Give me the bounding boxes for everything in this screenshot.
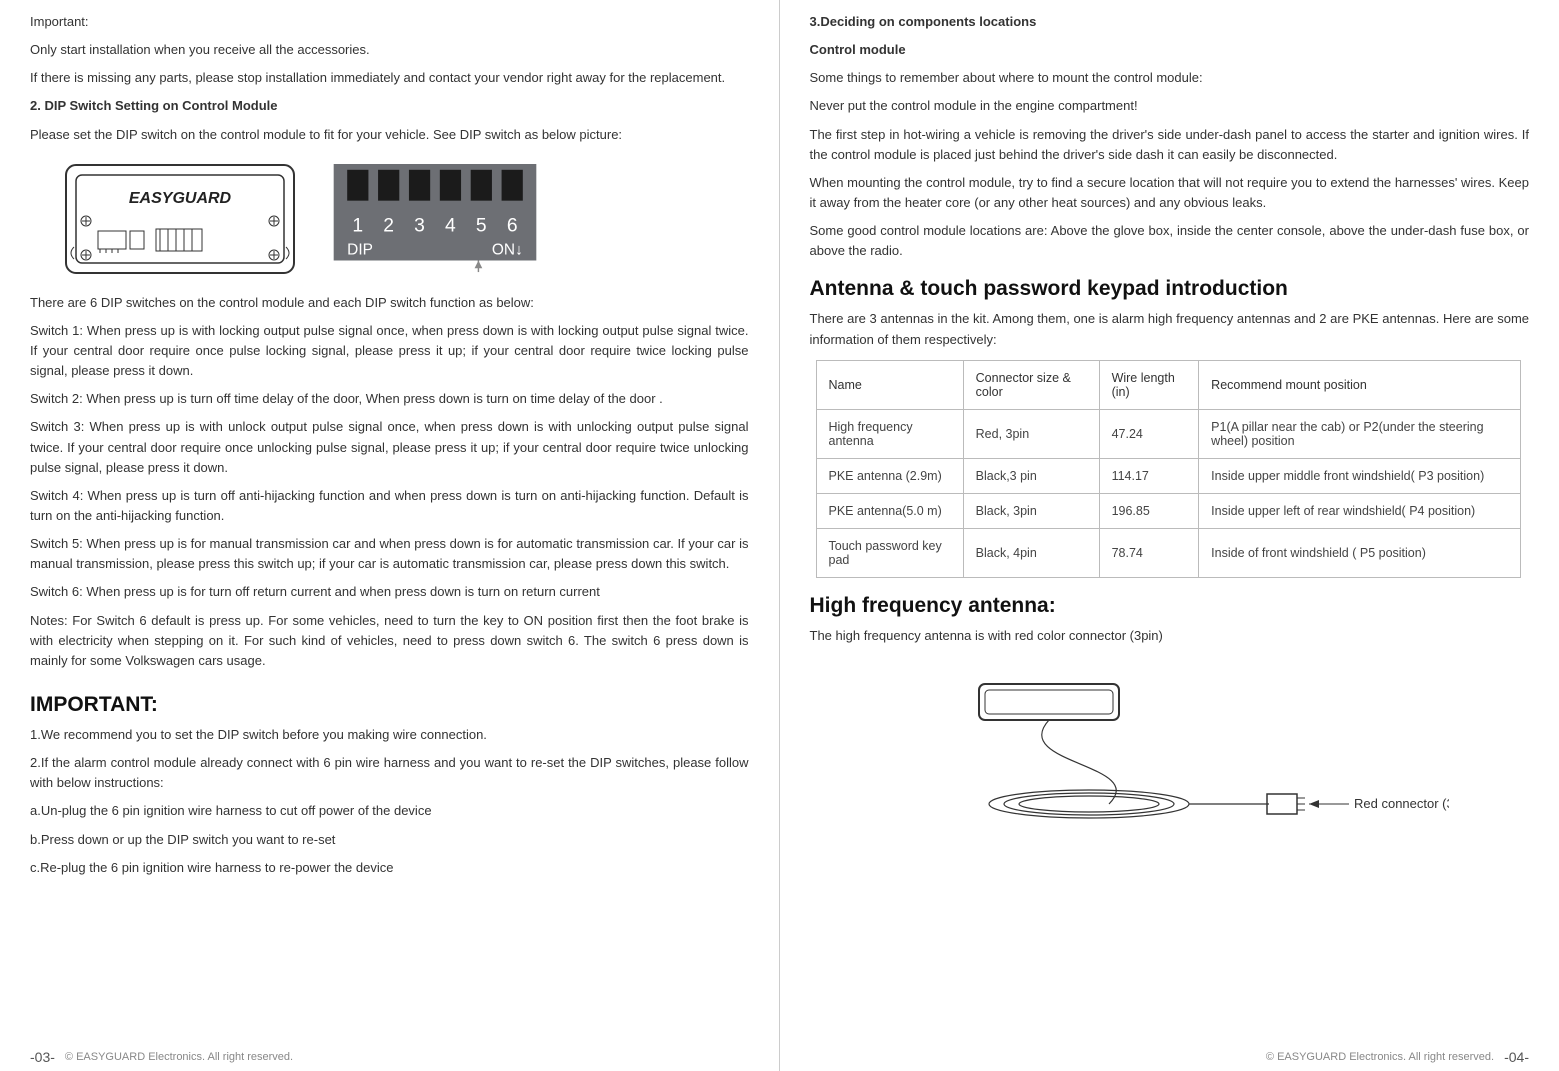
right-p2: Never put the control module in the engi… xyxy=(810,96,1530,116)
right-p3: The first step in hot-wiring a vehicle i… xyxy=(810,125,1530,165)
important-label: Important: xyxy=(30,12,749,32)
heading-3: 3.Deciding on components locations xyxy=(810,12,1530,32)
svg-text:6: 6 xyxy=(507,215,518,236)
diagram-row: EASYGUARD xyxy=(60,159,749,279)
copyright-left: © EASYGUARD Electronics. All right reser… xyxy=(65,1051,293,1063)
control-module-icon: EASYGUARD xyxy=(60,159,300,279)
page-num-right: -04- xyxy=(1504,1049,1529,1065)
left-p4: There are 6 DIP switches on the control … xyxy=(30,293,749,313)
svg-text:4: 4 xyxy=(445,215,456,236)
table-row: Touch password key pad Black, 4pin 78.74… xyxy=(816,528,1520,577)
svg-text:5: 5 xyxy=(476,215,487,236)
page-num-left: -03- xyxy=(30,1049,55,1065)
imp-2: 2.If the alarm control module already co… xyxy=(30,753,749,793)
switch-notes: Notes: For Switch 6 default is press up.… xyxy=(30,611,749,671)
switch-3: Switch 3: When press up is with unlock o… xyxy=(30,417,749,477)
left-p1: Only start installation when you receive… xyxy=(30,40,749,60)
page-left: Important: Only start installation when … xyxy=(0,0,780,1071)
imp-a: a.Un-plug the 6 pin ignition wire harnes… xyxy=(30,801,749,821)
right-p5: Some good control module locations are: … xyxy=(810,221,1530,261)
left-content: Important: Only start installation when … xyxy=(30,4,749,1043)
brand-text: EASYGUARD xyxy=(129,190,232,207)
right-p7: The high frequency antenna is with red c… xyxy=(810,626,1530,646)
heading-important: IMPORTANT: xyxy=(30,693,749,717)
imp-c: c.Re-plug the 6 pin ignition wire harnes… xyxy=(30,858,749,878)
dip-label-right: ON↓ xyxy=(492,241,523,258)
imp-b: b.Press down or up the DIP switch you wa… xyxy=(30,830,749,850)
right-p1: Some things to remember about where to m… xyxy=(810,68,1530,88)
switch-6: Switch 6: When press up is for turn off … xyxy=(30,582,749,602)
table-row: PKE antenna (2.9m) Black,3 pin 114.17 In… xyxy=(816,458,1520,493)
right-p4: When mounting the control module, try to… xyxy=(810,173,1530,213)
right-content: 3.Deciding on components locations Contr… xyxy=(810,4,1530,1043)
heading-dip: 2. DIP Switch Setting on Control Module xyxy=(30,96,749,116)
left-p2: If there is missing any parts, please st… xyxy=(30,68,749,88)
th-position: Recommend mount position xyxy=(1199,360,1520,409)
heading-hf-antenna: High frequency antenna: xyxy=(810,594,1530,618)
switch-1: Switch 1: When press up is with locking … xyxy=(30,321,749,381)
dip-label-left: DIP xyxy=(347,241,373,258)
table-row: High frequency antenna Red, 3pin 47.24 P… xyxy=(816,409,1520,458)
antenna-figure: Red connector (3pin) xyxy=(810,654,1530,854)
page-right: 3.Deciding on components locations Contr… xyxy=(780,0,1559,1071)
th-name: Name xyxy=(816,360,963,409)
right-p6: There are 3 antennas in the kit. Among t… xyxy=(810,309,1530,349)
left-p3: Please set the DIP switch on the control… xyxy=(30,125,749,145)
switch-2: Switch 2: When press up is turn off time… xyxy=(30,389,749,409)
th-connector: Connector size & color xyxy=(963,360,1099,409)
footer-right: © EASYGUARD Electronics. All right reser… xyxy=(810,1043,1530,1065)
connector-label: Red connector (3pin) xyxy=(1354,796,1449,811)
svg-text:1: 1 xyxy=(352,215,363,236)
heading-control-module: Control module xyxy=(810,40,1530,60)
switch-5: Switch 5: When press up is for manual tr… xyxy=(30,534,749,574)
svg-text:3: 3 xyxy=(414,215,425,236)
antenna-icon: Red connector (3pin) xyxy=(889,654,1449,854)
copyright-right: © EASYGUARD Electronics. All right reser… xyxy=(1266,1051,1494,1063)
table-row: PKE antenna(5.0 m) Black, 3pin 196.85 In… xyxy=(816,493,1520,528)
table-header-row: Name Connector size & color Wire length … xyxy=(816,360,1520,409)
imp-1: 1.We recommend you to set the DIP switch… xyxy=(30,725,749,745)
footer-left: -03- © EASYGUARD Electronics. All right … xyxy=(30,1043,749,1065)
th-length: Wire length (in) xyxy=(1099,360,1199,409)
antenna-table: Name Connector size & color Wire length … xyxy=(816,360,1521,578)
dip-switch-icon: 1 2 3 4 5 6 DIP ON↓ xyxy=(330,164,540,274)
svg-text:2: 2 xyxy=(383,215,394,236)
heading-antenna: Antenna & touch password keypad introduc… xyxy=(810,277,1530,301)
switch-4: Switch 4: When press up is turn off anti… xyxy=(30,486,749,526)
